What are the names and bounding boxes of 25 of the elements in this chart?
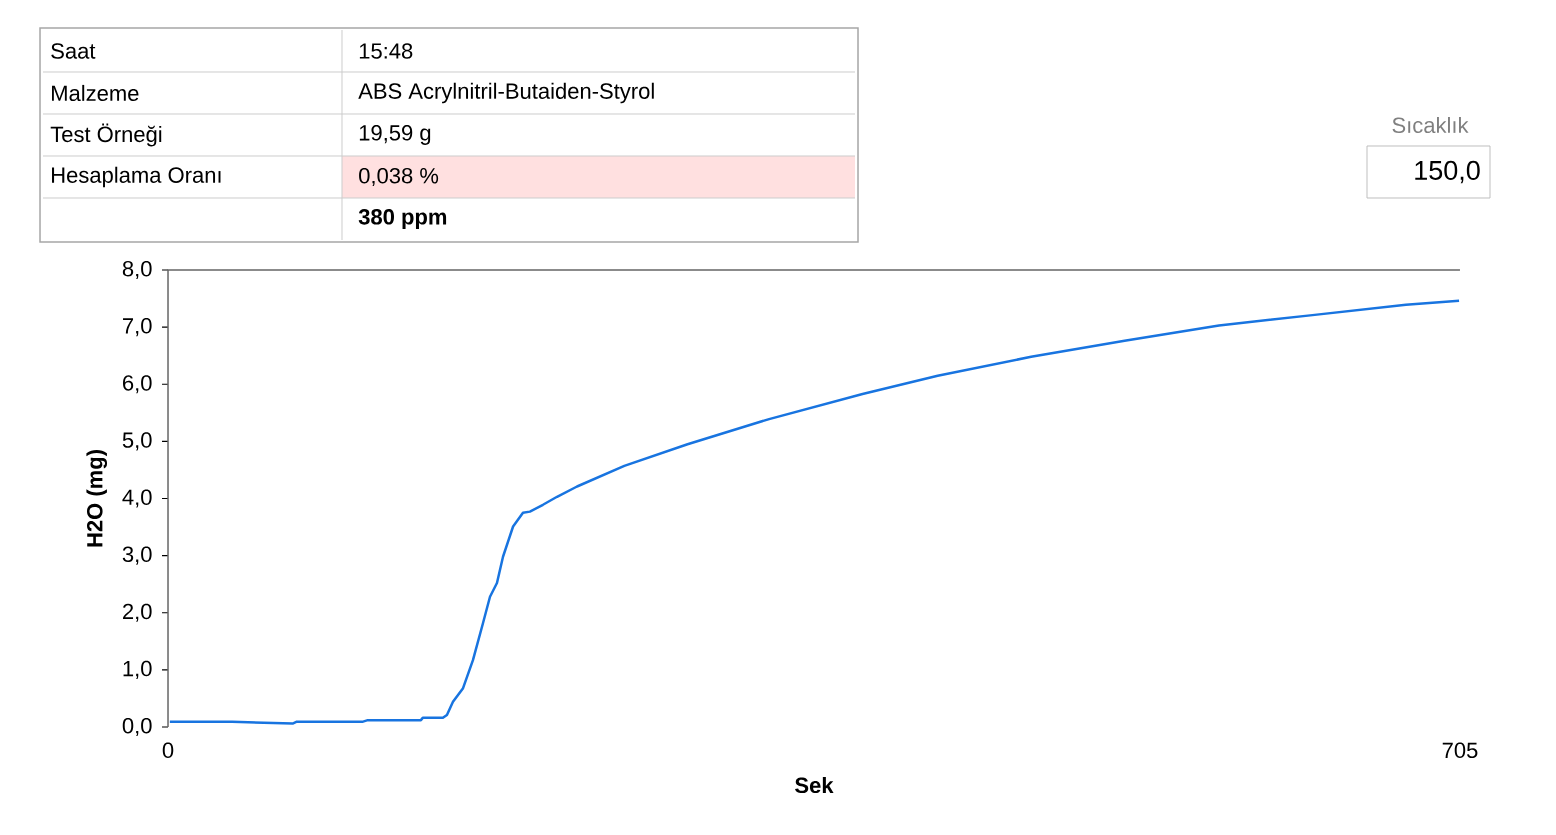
text: 19,59 g	[359, 125, 431, 145]
text: 150,0	[1415, 160, 1480, 184]
x-tick-label: 705	[1442, 742, 1478, 759]
line-series	[168, 299, 1461, 725]
text: ABS Acrylnitril-Butaiden-Styrol	[358, 82, 654, 104]
text: 380 ppm	[358, 209, 447, 229]
y-tick-label: 4,0	[122, 489, 152, 508]
text: 0,038 %	[359, 167, 439, 187]
y-tick-label: 6,0	[123, 375, 152, 394]
y-tick-label: 8,0	[122, 260, 152, 280]
y-tick-label: 2,0	[123, 603, 152, 622]
y-tick-label: 1,0	[123, 660, 152, 679]
text: 15:48	[359, 43, 413, 59]
text: Malzeme	[52, 84, 139, 102]
text: Test Örneği	[50, 123, 162, 147]
y-axis-title: H2O (mg)	[86, 450, 108, 547]
text: Saat	[51, 43, 96, 59]
y-tick-label: 7,0	[123, 318, 152, 337]
y-tick-label: 5,0	[122, 432, 152, 451]
x-tick-label: 0	[162, 742, 174, 759]
text: Hesaplama Oranı	[52, 166, 221, 188]
y-tick-label: 3,0	[122, 546, 152, 565]
x-axis-title: Sek	[795, 776, 834, 794]
y-tick-label: 0,0	[122, 717, 152, 737]
text: Sıcaklık	[1392, 116, 1469, 134]
